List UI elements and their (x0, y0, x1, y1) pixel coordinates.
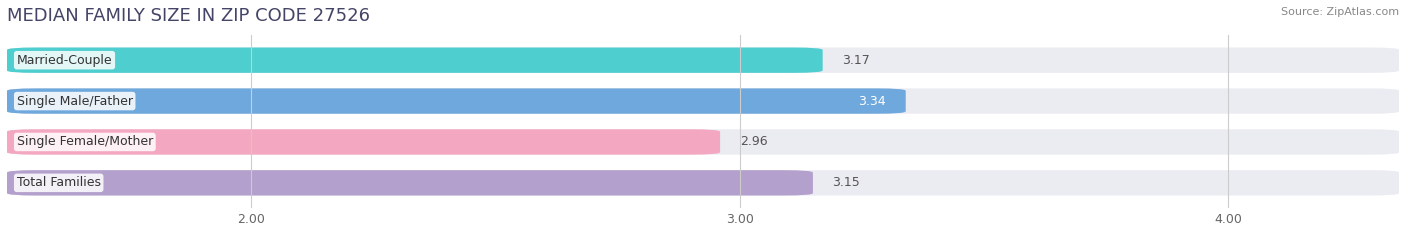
FancyBboxPatch shape (7, 88, 1399, 114)
FancyBboxPatch shape (7, 48, 823, 73)
FancyBboxPatch shape (7, 170, 813, 195)
Text: Source: ZipAtlas.com: Source: ZipAtlas.com (1281, 7, 1399, 17)
FancyBboxPatch shape (7, 48, 1399, 73)
FancyBboxPatch shape (7, 170, 1399, 195)
Text: 2.96: 2.96 (740, 135, 768, 148)
Text: Total Families: Total Families (17, 176, 101, 189)
FancyBboxPatch shape (7, 129, 720, 155)
FancyBboxPatch shape (7, 88, 905, 114)
Text: 3.15: 3.15 (832, 176, 860, 189)
Text: Single Female/Mother: Single Female/Mother (17, 135, 153, 148)
Text: Married-Couple: Married-Couple (17, 54, 112, 67)
FancyBboxPatch shape (7, 129, 1399, 155)
Text: 3.34: 3.34 (859, 95, 886, 108)
Text: 3.17: 3.17 (842, 54, 870, 67)
Text: MEDIAN FAMILY SIZE IN ZIP CODE 27526: MEDIAN FAMILY SIZE IN ZIP CODE 27526 (7, 7, 370, 25)
Text: Single Male/Father: Single Male/Father (17, 95, 132, 108)
